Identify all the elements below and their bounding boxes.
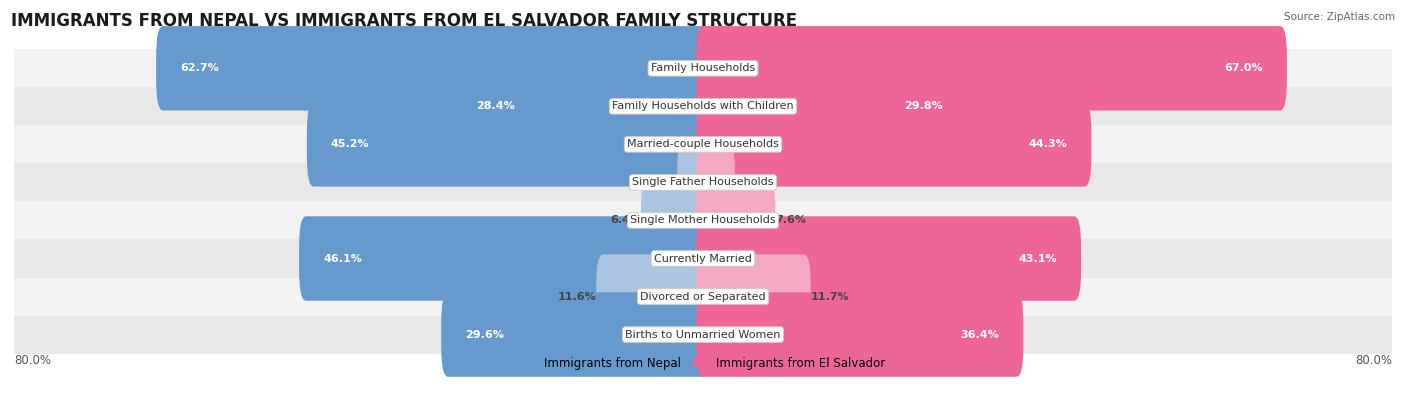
Text: 28.4%: 28.4% <box>475 102 515 111</box>
Text: Divorced or Separated: Divorced or Separated <box>640 292 766 301</box>
Text: 62.7%: 62.7% <box>180 63 219 73</box>
Text: 43.1%: 43.1% <box>1018 254 1057 263</box>
Text: 6.4%: 6.4% <box>610 215 641 226</box>
Text: 67.0%: 67.0% <box>1225 63 1263 73</box>
FancyBboxPatch shape <box>696 216 1081 301</box>
Text: 29.6%: 29.6% <box>465 329 505 340</box>
FancyBboxPatch shape <box>14 239 1392 278</box>
FancyBboxPatch shape <box>641 178 710 263</box>
FancyBboxPatch shape <box>307 102 710 186</box>
Text: 44.3%: 44.3% <box>1029 139 1067 149</box>
FancyBboxPatch shape <box>14 125 1392 164</box>
FancyBboxPatch shape <box>696 254 811 339</box>
Text: Single Mother Households: Single Mother Households <box>630 215 776 226</box>
Text: 45.2%: 45.2% <box>330 139 370 149</box>
Text: 11.7%: 11.7% <box>811 292 849 301</box>
Text: Source: ZipAtlas.com: Source: ZipAtlas.com <box>1284 12 1395 22</box>
FancyBboxPatch shape <box>451 64 710 149</box>
Text: 36.4%: 36.4% <box>960 329 1000 340</box>
FancyBboxPatch shape <box>14 164 1392 201</box>
Text: IMMIGRANTS FROM NEPAL VS IMMIGRANTS FROM EL SALVADOR FAMILY STRUCTURE: IMMIGRANTS FROM NEPAL VS IMMIGRANTS FROM… <box>11 12 797 30</box>
Text: Births to Unmarried Women: Births to Unmarried Women <box>626 329 780 340</box>
FancyBboxPatch shape <box>14 87 1392 125</box>
FancyBboxPatch shape <box>696 102 1091 186</box>
Text: 11.6%: 11.6% <box>557 292 596 301</box>
Text: 29.8%: 29.8% <box>904 102 942 111</box>
Text: Single Father Households: Single Father Households <box>633 177 773 188</box>
Text: 2.9%: 2.9% <box>735 177 766 188</box>
Text: 7.6%: 7.6% <box>775 215 806 226</box>
FancyBboxPatch shape <box>696 292 1024 377</box>
FancyBboxPatch shape <box>299 216 710 301</box>
FancyBboxPatch shape <box>14 278 1392 316</box>
FancyBboxPatch shape <box>678 140 710 225</box>
FancyBboxPatch shape <box>596 254 710 339</box>
FancyBboxPatch shape <box>696 178 775 263</box>
Text: Married-couple Households: Married-couple Households <box>627 139 779 149</box>
Text: 2.2%: 2.2% <box>647 177 678 188</box>
Text: Currently Married: Currently Married <box>654 254 752 263</box>
FancyBboxPatch shape <box>14 316 1392 354</box>
FancyBboxPatch shape <box>696 64 966 149</box>
FancyBboxPatch shape <box>696 26 1286 111</box>
FancyBboxPatch shape <box>156 26 710 111</box>
Text: Family Households: Family Households <box>651 63 755 73</box>
FancyBboxPatch shape <box>14 201 1392 239</box>
FancyBboxPatch shape <box>14 49 1392 87</box>
Text: 80.0%: 80.0% <box>1355 354 1392 367</box>
Text: 80.0%: 80.0% <box>14 354 51 367</box>
FancyBboxPatch shape <box>696 140 735 225</box>
FancyBboxPatch shape <box>441 292 710 377</box>
Text: 46.1%: 46.1% <box>323 254 363 263</box>
Text: Family Households with Children: Family Households with Children <box>612 102 794 111</box>
Legend: Immigrants from Nepal, Immigrants from El Salvador: Immigrants from Nepal, Immigrants from E… <box>516 352 890 374</box>
